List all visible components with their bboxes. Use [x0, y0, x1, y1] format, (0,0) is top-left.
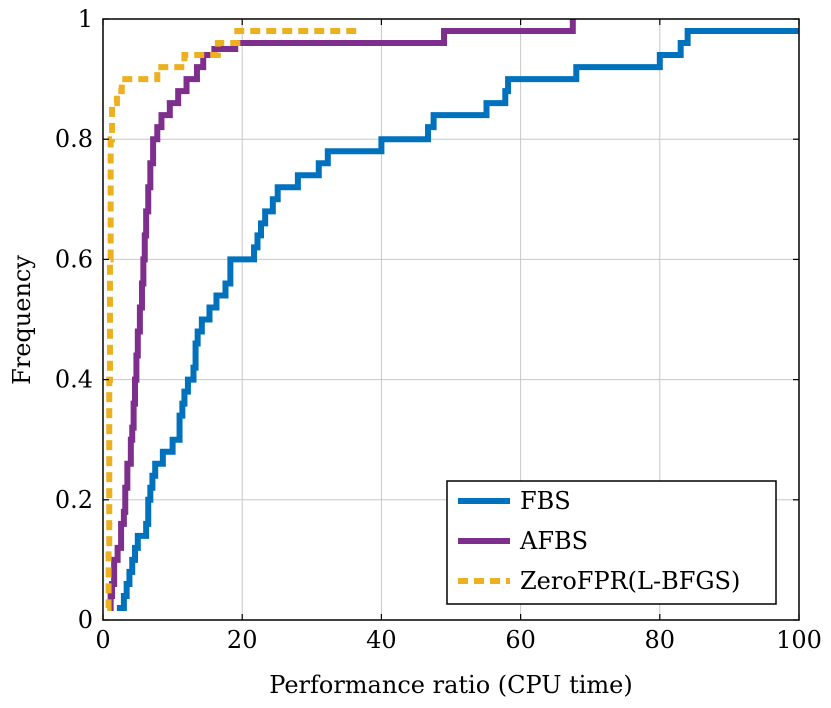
- series-line-zerofpr: [105, 28, 358, 611]
- x-axis-label: Performance ratio (CPU time): [269, 671, 632, 699]
- axis-ticks: [102, 18, 800, 621]
- y-tick-label: 0.6: [55, 245, 93, 273]
- y-tick-label: 0.8: [55, 125, 93, 153]
- series-line-fbs: [116, 28, 799, 611]
- y-tick-label: 0.4: [55, 366, 93, 394]
- y-tick-labels: 0 0.2 0.4 0.6 0.8 1: [55, 5, 93, 634]
- y-tick-label: 0.2: [55, 486, 93, 514]
- series-lines: [105, 19, 799, 611]
- x-tick-label: 80: [645, 626, 676, 654]
- legend-label-zerofpr: ZeroFPR(L-BFGS): [520, 567, 740, 595]
- plot-frame: [102, 18, 800, 621]
- x-tick-label: 40: [366, 626, 397, 654]
- y-tick-label: 0: [78, 606, 93, 634]
- legend-label-afbs: AFBS: [519, 527, 588, 555]
- series-line-afbs: [107, 19, 576, 611]
- x-tick-labels: 0 20 40 60 80 100: [95, 626, 822, 654]
- x-tick-label: 0: [95, 626, 110, 654]
- x-tick-label: 60: [505, 626, 536, 654]
- legend-label-fbs: FBS: [520, 487, 571, 515]
- legend: FBS AFBS ZeroFPR(L-BFGS): [446, 480, 777, 605]
- y-tick-label: 1: [78, 5, 93, 33]
- x-tick-label: 20: [227, 626, 258, 654]
- x-tick-label: 100: [776, 626, 822, 654]
- y-axis-label: Frequency: [8, 255, 36, 385]
